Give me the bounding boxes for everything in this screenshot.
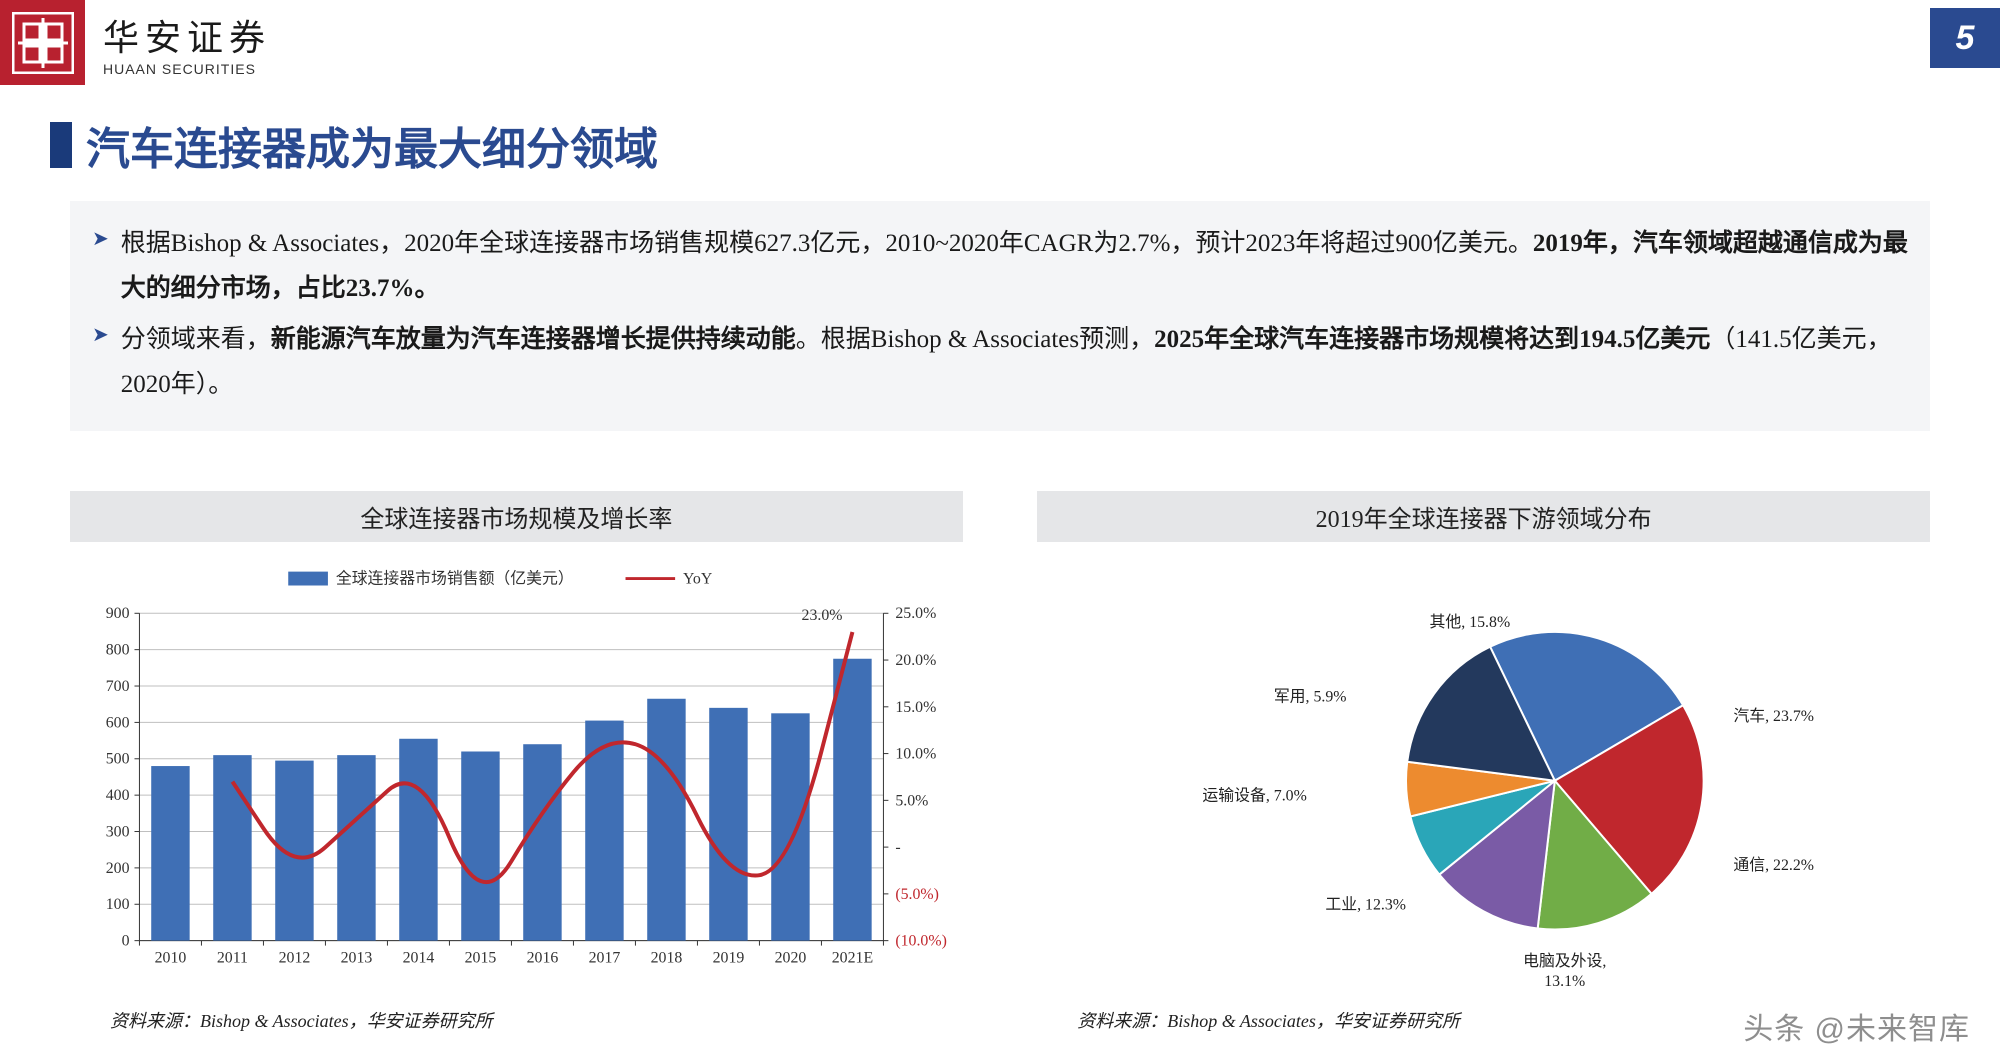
svg-text:2013: 2013 — [341, 949, 373, 966]
company-name-block: 华安证券 HUAAN SECURITIES — [103, 9, 271, 77]
svg-text:5.0%: 5.0% — [895, 792, 928, 809]
svg-text:2014: 2014 — [403, 949, 435, 966]
svg-text:2019: 2019 — [713, 949, 745, 966]
page-number: 5 — [1930, 8, 2000, 68]
svg-text:2016: 2016 — [527, 949, 559, 966]
svg-text:900: 900 — [106, 605, 130, 622]
svg-text:400: 400 — [106, 787, 130, 804]
svg-text:汽车, 23.7%: 汽车, 23.7% — [1734, 707, 1815, 725]
svg-text:100: 100 — [106, 896, 130, 913]
svg-text:2015: 2015 — [465, 949, 497, 966]
chart-left-source: 资料来源：Bishop & Associates，华安证券研究所 — [70, 1007, 963, 1033]
svg-text:15.0%: 15.0% — [895, 699, 936, 716]
svg-text:10.0%: 10.0% — [895, 746, 936, 763]
svg-text:-: - — [895, 839, 900, 856]
company-name-en: HUAAN SECURITIES — [103, 61, 271, 77]
svg-text:700: 700 — [106, 678, 130, 695]
bullet-item: ➤分领域来看，新能源汽车放量为汽车连接器增长提供持续动能。根据Bishop & … — [92, 317, 1908, 407]
svg-text:600: 600 — [106, 714, 130, 731]
charts-row: 全球连接器市场规模及增长率 全球连接器市场销售额（亿美元） YoY 0 100 200 3… — [70, 491, 1930, 1033]
bullet-marker-icon: ➤ — [92, 221, 109, 311]
bullet-text: 分领域来看，新能源汽车放量为汽车连接器增长提供持续动能。根据Bishop & A… — [121, 317, 1908, 407]
header: 华安证券 HUAAN SECURITIES 5 — [0, 0, 2000, 85]
title-accent-bar — [50, 122, 72, 168]
svg-text:200: 200 — [106, 860, 130, 877]
svg-text:2010: 2010 — [155, 949, 187, 966]
svg-text:2020: 2020 — [775, 949, 807, 966]
chart-right-title: 2019年全球连接器下游领域分布 — [1037, 491, 1930, 542]
chart-right-block: 2019年全球连接器下游领域分布 汽车, 23.7% 通信, 22.2% 电脑及外设… — [1037, 491, 1930, 1033]
pie-chart: 汽车, 23.7% 通信, 22.2% 电脑及外设, 13.1% 工业, 12.3% 运输… — [1037, 552, 1930, 992]
svg-text:23.0%: 23.0% — [802, 607, 843, 624]
bar-line-chart: 全球连接器市场销售额（亿美元） YoY 0 100 200 300 400 500 600 700… — [70, 552, 963, 992]
bullet-item: ➤根据Bishop & Associates，2020年全球连接器市场销售规模6… — [92, 221, 1908, 311]
svg-text:300: 300 — [106, 823, 130, 840]
svg-text:电脑及外设,: 电脑及外设, — [1523, 952, 1606, 970]
watermark-text: 头条 @未来智库 — [1743, 1013, 1970, 1046]
svg-text:其他, 15.8%: 其他, 15.8% — [1430, 613, 1511, 631]
title-row: 汽车连接器成为最大细分领域 — [0, 113, 2000, 177]
chart-left-block: 全球连接器市场规模及增长率 全球连接器市场销售额（亿美元） YoY 0 100 200 3… — [70, 491, 963, 1033]
svg-text:500: 500 — [106, 751, 130, 768]
svg-text:2018: 2018 — [651, 949, 683, 966]
svg-text:0: 0 — [122, 933, 130, 950]
bullet-list: ➤根据Bishop & Associates，2020年全球连接器市场销售规模6… — [70, 201, 1930, 431]
bullet-marker-icon: ➤ — [92, 317, 109, 407]
svg-text:2021E: 2021E — [832, 949, 873, 966]
svg-text:13.1%: 13.1% — [1544, 973, 1585, 990]
svg-text:全球连接器市场销售额（亿美元）: 全球连接器市场销售额（亿美元） — [336, 570, 574, 588]
bullet-text: 根据Bishop & Associates，2020年全球连接器市场销售规模62… — [121, 221, 1908, 311]
svg-text:(10.0%): (10.0%) — [895, 933, 947, 950]
svg-text:YoY: YoY — [683, 571, 713, 588]
svg-text:工业, 12.3%: 工业, 12.3% — [1326, 896, 1407, 914]
svg-text:2017: 2017 — [589, 949, 621, 966]
svg-text:军用, 5.9%: 军用, 5.9% — [1274, 687, 1347, 705]
svg-text:(5.0%): (5.0%) — [895, 886, 939, 903]
watermark: 头条 @未来智库 — [1739, 1004, 1970, 1048]
svg-text:2011: 2011 — [217, 949, 248, 966]
company-logo — [0, 0, 85, 85]
svg-text:20.0%: 20.0% — [895, 652, 936, 669]
svg-text:通信, 22.2%: 通信, 22.2% — [1734, 856, 1815, 874]
company-name-cn: 华安证券 — [103, 9, 271, 61]
svg-text:运输设备, 7.0%: 运输设备, 7.0% — [1203, 787, 1307, 805]
svg-text:25.0%: 25.0% — [895, 605, 936, 622]
page-title: 汽车连接器成为最大细分领域 — [86, 113, 658, 177]
chart-left-title: 全球连接器市场规模及增长率 — [70, 491, 963, 542]
svg-text:800: 800 — [106, 642, 130, 659]
svg-text:2012: 2012 — [279, 949, 311, 966]
